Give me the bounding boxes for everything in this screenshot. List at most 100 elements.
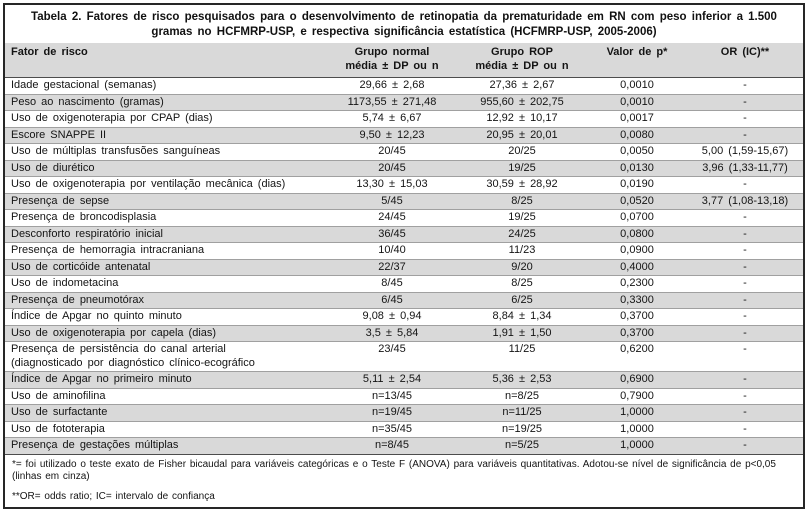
factor-cell: Presença de gestações múltiplas bbox=[5, 437, 327, 454]
or-ic-cell: - bbox=[687, 242, 803, 259]
grupo-normal-cell: n=13/45 bbox=[327, 387, 457, 405]
grupo-normal-cell: 8/45 bbox=[327, 275, 457, 292]
table-row: Peso ao nascimento (gramas) 1173,55 ± 271… bbox=[5, 93, 803, 111]
factor-cell: Uso de oxigenoterapia por ventilação mec… bbox=[5, 176, 327, 193]
p-value-cell: 1,0000 bbox=[587, 437, 687, 454]
grupo-rop-cell: 6/25 bbox=[457, 291, 587, 309]
factor-cell: Idade gestacional (semanas) bbox=[11, 79, 157, 91]
grupo-rop-cell: 19/25 bbox=[457, 159, 587, 177]
grupo-normal-cell: 6/45 bbox=[327, 291, 457, 309]
grupo-normal-cell: 36/45 bbox=[327, 225, 457, 243]
p-value-cell: 0,0010 bbox=[587, 93, 687, 111]
grupo-rop-cell: n=19/25 bbox=[457, 420, 587, 438]
factor-cell: Uso de oxigenoterapia por capela (dias) bbox=[5, 324, 327, 342]
table-row: Uso de indometacina 8/45 8/25 0,2300- bbox=[5, 275, 803, 292]
footnote-2: **OR= odds ratio; IC= intervalo de confi… bbox=[12, 490, 215, 502]
factor-cell: Uso de surfactante bbox=[5, 404, 327, 421]
or-ic-cell: - bbox=[687, 308, 803, 325]
factor-cell: Uso de fototerapia bbox=[5, 420, 327, 438]
grupo-normal-cell: n=19/45 bbox=[327, 404, 457, 421]
grupo-normal-cell: 3,5 ± 5,84 bbox=[327, 324, 457, 342]
table-row: Índice de Apgar no primeiro minuto 5,11 ±… bbox=[5, 371, 803, 388]
table-row: Uso de oxigenoterapia por CPAP (dias) 5,7… bbox=[5, 110, 803, 127]
or-ic-cell: - bbox=[687, 291, 803, 309]
table-row: Presença de sepse 5/45 8/25 0,0520 3,77 (1,0… bbox=[5, 192, 803, 210]
factor-cell: Presença de sepse bbox=[5, 192, 327, 210]
grupo-normal-cell: 20/45 bbox=[327, 143, 457, 160]
grupo-rop-cell: 20/25 bbox=[457, 143, 587, 160]
footnote-1: *= foi utilizado o teste exato de Fisher… bbox=[12, 458, 776, 483]
table-row: Uso de múltiplas transfusões sanguíneas 2… bbox=[5, 143, 803, 160]
p-value-cell: 0,2300 bbox=[587, 275, 687, 292]
table-row: Uso de corticóide antenatal 22/37 9/20 0,40… bbox=[5, 258, 803, 276]
factor-cell: Peso ao nascimento (gramas) bbox=[5, 93, 327, 111]
p-value-cell: 0,0800 bbox=[587, 225, 687, 243]
grupo-rop-cell: 11/25 bbox=[457, 341, 587, 372]
table-title: Tabela 2. Fatores de risco pesquisados p… bbox=[31, 11, 777, 38]
grupo-normal-cell: 22/37 bbox=[327, 258, 457, 276]
p-value-cell: 0,3700 bbox=[587, 324, 687, 342]
grupo-rop-cell: 30,59 ± 28,92 bbox=[457, 176, 587, 193]
grupo-normal-cell: 9,50 ± 12,23 bbox=[327, 126, 457, 144]
factor-cell: Uso de indometacina bbox=[5, 275, 327, 292]
grupo-normal-cell: 29,66 ± 2,68 bbox=[359, 79, 425, 91]
column-header-grupo-rop: Grupo ROP média ± DP ou n bbox=[457, 43, 587, 78]
table-row: Presença de broncodisplasia 24/45 19/25 0,0… bbox=[5, 209, 803, 226]
grupo-rop-cell: 8/25 bbox=[457, 192, 587, 210]
or-ic-cell: - bbox=[687, 93, 803, 111]
table-row: Uso de aminofilina n=13/45 n=8/25 0,7900- bbox=[5, 387, 803, 405]
factor-cell: Presença de hemorragia intracraniana bbox=[5, 242, 327, 259]
factor-cell: Uso de oxigenoterapia por CPAP (dias) bbox=[5, 110, 327, 127]
or-ic-cell: - bbox=[687, 209, 803, 226]
grupo-rop-cell: 27,36 ± 2,67 bbox=[489, 79, 555, 91]
p-value-cell: 0,0900 bbox=[587, 242, 687, 259]
grupo-normal-cell: 5,74 ± 6,67 bbox=[327, 110, 457, 127]
or-ic-cell: 3,77 (1,08-13,18) bbox=[687, 192, 803, 210]
or-ic-cell: - bbox=[687, 225, 803, 243]
p-value-cell: 0,0700 bbox=[587, 209, 687, 226]
p-value-cell: 1,0000 bbox=[587, 420, 687, 438]
grupo-rop-cell: 8,84 ± 1,34 bbox=[457, 308, 587, 325]
grupo-rop-cell: 1,91 ± 1,50 bbox=[457, 324, 587, 342]
p-value-cell: 0,0050 bbox=[587, 143, 687, 160]
p-value-cell: 0,3700 bbox=[587, 308, 687, 325]
column-header-or-ic: OR (IC)** bbox=[687, 43, 803, 78]
factor-cell: Uso de aminofilina bbox=[5, 387, 327, 405]
grupo-rop-cell: 9/20 bbox=[457, 258, 587, 276]
table-row: Desconforto respiratório inicial 36/45 24/… bbox=[5, 225, 803, 243]
factor-cell: Uso de corticóide antenatal bbox=[5, 258, 327, 276]
p-value-cell: 0,0080 bbox=[587, 126, 687, 144]
table-row: Presença de gestações múltiplas n=8/45 n=5… bbox=[5, 437, 803, 454]
p-value-cell: 0,0017 bbox=[587, 110, 687, 127]
or-ic-cell: - bbox=[687, 176, 803, 193]
grupo-rop-cell: 11/23 bbox=[457, 242, 587, 259]
grupo-rop-cell: 24/25 bbox=[457, 225, 587, 243]
grupo-rop-cell: n=8/25 bbox=[457, 387, 587, 405]
factor-cell: Presença de persistência do canal arteri… bbox=[5, 341, 327, 372]
grupo-rop-cell: 5,36 ± 2,53 bbox=[457, 371, 587, 388]
footnotes-section: *= foi utilizado o teste exato de Fisher… bbox=[5, 453, 803, 508]
grupo-rop-cell: 955,60 ± 202,75 bbox=[457, 93, 587, 111]
or-ic-cell: - bbox=[687, 437, 803, 454]
factor-cell: Presença de broncodisplasia bbox=[5, 209, 327, 226]
or-ic-cell: - bbox=[687, 126, 803, 144]
factor-cell: Uso de múltiplas transfusões sanguíneas bbox=[5, 143, 327, 160]
grupo-normal-cell: 5,11 ± 2,54 bbox=[327, 371, 457, 388]
or-ic-cell: - bbox=[687, 387, 803, 405]
table-row: Uso de surfactante n=19/45 n=11/25 1,0000- bbox=[5, 404, 803, 421]
table-row: Uso de diurético 20/45 19/25 0,0130 3,96 (1,… bbox=[5, 159, 803, 177]
table-header: Fator de risco Grupo normal média ± DP ou … bbox=[5, 43, 803, 78]
table-body: Idade gestacional (semanas) 29,66 ± 2,68 2… bbox=[5, 78, 803, 454]
column-header-fator-de-risco: Fator de risco bbox=[5, 43, 327, 78]
table-row: Presença de pneumotórax 6/45 6/25 0,3300- bbox=[5, 291, 803, 309]
table-row: Escore SNAPPE II 9,50 ± 12,23 20,95 ± 20,0… bbox=[5, 126, 803, 144]
grupo-normal-cell: 1173,55 ± 271,48 bbox=[327, 93, 457, 111]
column-header-valor-de-p: Valor de p* bbox=[587, 43, 687, 78]
p-value-cell: 0,0190 bbox=[587, 176, 687, 193]
grupo-rop-cell: 19/25 bbox=[457, 209, 587, 226]
risk-factors-table: Fator de risco Grupo normal média ± DP ou … bbox=[5, 43, 803, 454]
grupo-rop-cell: n=11/25 bbox=[457, 404, 587, 421]
grupo-normal-cell: n=35/45 bbox=[327, 420, 457, 438]
factor-cell: Uso de diurético bbox=[5, 159, 327, 177]
table-row: Uso de fototerapia n=35/45 n=19/25 1,0000- bbox=[5, 420, 803, 438]
